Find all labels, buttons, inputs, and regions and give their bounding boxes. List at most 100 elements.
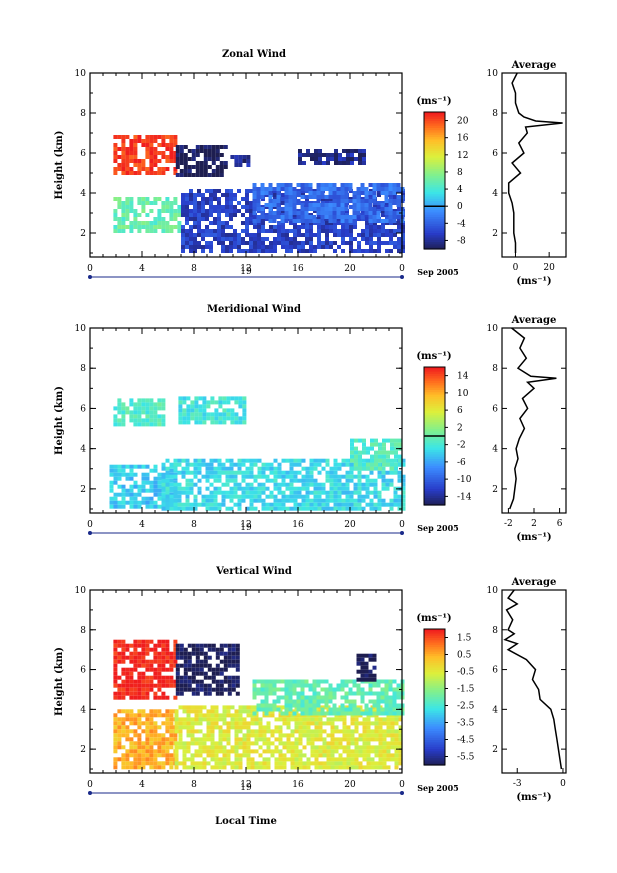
heatmap-cell: [125, 737, 130, 742]
heatmap-cell: [233, 241, 237, 245]
heatmap-cell: [357, 233, 361, 237]
heatmap-cell: [245, 229, 249, 233]
heatmap-cell: [332, 703, 337, 708]
heatmap-cell: [137, 221, 142, 225]
heatmap-cell: [362, 741, 367, 746]
heatmap-cell: [173, 466, 178, 471]
heatmap-cell: [217, 213, 221, 217]
heatmap-cell: [223, 679, 228, 684]
profile-title: Average: [511, 315, 557, 326]
heatmap-cell: [277, 474, 282, 479]
heatmap-cell: [325, 506, 330, 511]
heatmap-cell: [221, 462, 226, 467]
colorbar-swatch: [424, 387, 445, 391]
heatmap-cell: [161, 482, 166, 487]
heatmap-cell: [133, 679, 138, 684]
heatmap-cell: [213, 490, 218, 495]
heatmap-cell: [328, 187, 333, 191]
heatmap-cell: [149, 488, 154, 493]
heatmap-cell: [187, 675, 192, 680]
heatmap-cell: [330, 753, 335, 758]
heatmap-cell: [276, 215, 281, 219]
heatmap-cell: [364, 207, 369, 211]
heatmap-cell: [237, 482, 242, 487]
heatmap-cell: [362, 757, 367, 762]
colorbar-swatch: [424, 369, 445, 373]
heatmap-cell: [380, 711, 385, 716]
heatmap-cell: [149, 167, 154, 171]
heatmap-cell: [191, 643, 196, 648]
heatmap-cell: [376, 699, 381, 704]
heatmap-cell: [117, 155, 122, 159]
heatmap-cell: [231, 675, 236, 680]
heatmap-cell: [369, 478, 374, 483]
heatmap-cell: [145, 717, 150, 722]
heatmap-cell: [145, 695, 150, 700]
heatmap-cell: [242, 404, 247, 409]
heatmap-cell: [386, 462, 390, 467]
heatmap-cell: [292, 703, 297, 708]
heatmap-cell: [133, 663, 138, 668]
heatmap-cell: [305, 233, 309, 237]
heatmap-cell: [242, 709, 247, 714]
heatmap-cell: [388, 211, 393, 215]
heatmap-cell: [394, 741, 399, 746]
heatmap-cell: [361, 233, 365, 237]
heatmap-cell: [178, 761, 183, 766]
heatmap-cell: [125, 205, 130, 209]
heatmap-cell: [389, 249, 393, 253]
heatmap-cell: [308, 707, 313, 712]
heatmap-cell: [278, 729, 283, 734]
heatmap-cell: [153, 410, 158, 415]
heatmap-cell: [117, 163, 122, 167]
heatmap-cell: [165, 209, 170, 213]
heatmap-cell: [310, 741, 315, 746]
heatmap-cell: [190, 737, 195, 742]
heatmap-cell: [117, 709, 122, 714]
heatmap-cell: [358, 761, 363, 766]
heatmap-cell: [141, 679, 146, 684]
heatmap-cell: [242, 737, 247, 742]
heatmap-cell: [297, 470, 302, 475]
heatmap-cell: [234, 753, 239, 758]
heatmap-cell: [205, 470, 210, 475]
heatmap-cell: [197, 201, 201, 205]
heatmap-cell: [334, 765, 339, 770]
heatmap-cell: [376, 683, 381, 688]
heatmap-cell: [284, 691, 289, 696]
heatmap-cell: [169, 462, 174, 467]
heatmap-cell: [320, 211, 325, 215]
heatmap-cell: [226, 416, 231, 421]
heatmap-cell: [213, 486, 218, 491]
heatmap-cell: [352, 703, 357, 708]
colorbar-swatch: [424, 118, 445, 122]
heatmap-cell: [242, 721, 247, 726]
heatmap-cell: [366, 462, 370, 467]
heatmap-cell: [129, 209, 134, 213]
heatmap-cell: [225, 245, 229, 249]
heatmap-cell: [317, 229, 321, 233]
heatmap-cell: [364, 653, 369, 658]
heatmap-cell: [256, 219, 261, 223]
heatmap-cell: [137, 761, 142, 766]
heatmap-cell: [382, 446, 386, 451]
heatmap-cell: [309, 470, 314, 475]
heatmap-cell: [254, 737, 259, 742]
x-tick-label: 4: [139, 520, 145, 530]
heatmap-cell: [370, 442, 374, 447]
heatmap-cell: [386, 450, 390, 455]
heatmap-cell: [273, 474, 278, 479]
heatmap-cell: [290, 753, 295, 758]
heatmap-cell: [361, 249, 365, 253]
heatmap-cell: [349, 502, 354, 507]
heatmap-cell: [190, 765, 195, 770]
colorbar-swatch: [424, 694, 445, 698]
heatmap-cell: [253, 498, 258, 503]
profile-line: [508, 327, 557, 510]
heatmap-cell: [256, 679, 261, 684]
heatmap-cell: [238, 705, 243, 710]
heatmap-cell: [397, 502, 402, 507]
heatmap-cell: [173, 737, 178, 742]
heatmap-cell: [189, 197, 193, 201]
heatmap-cell: [206, 745, 211, 750]
